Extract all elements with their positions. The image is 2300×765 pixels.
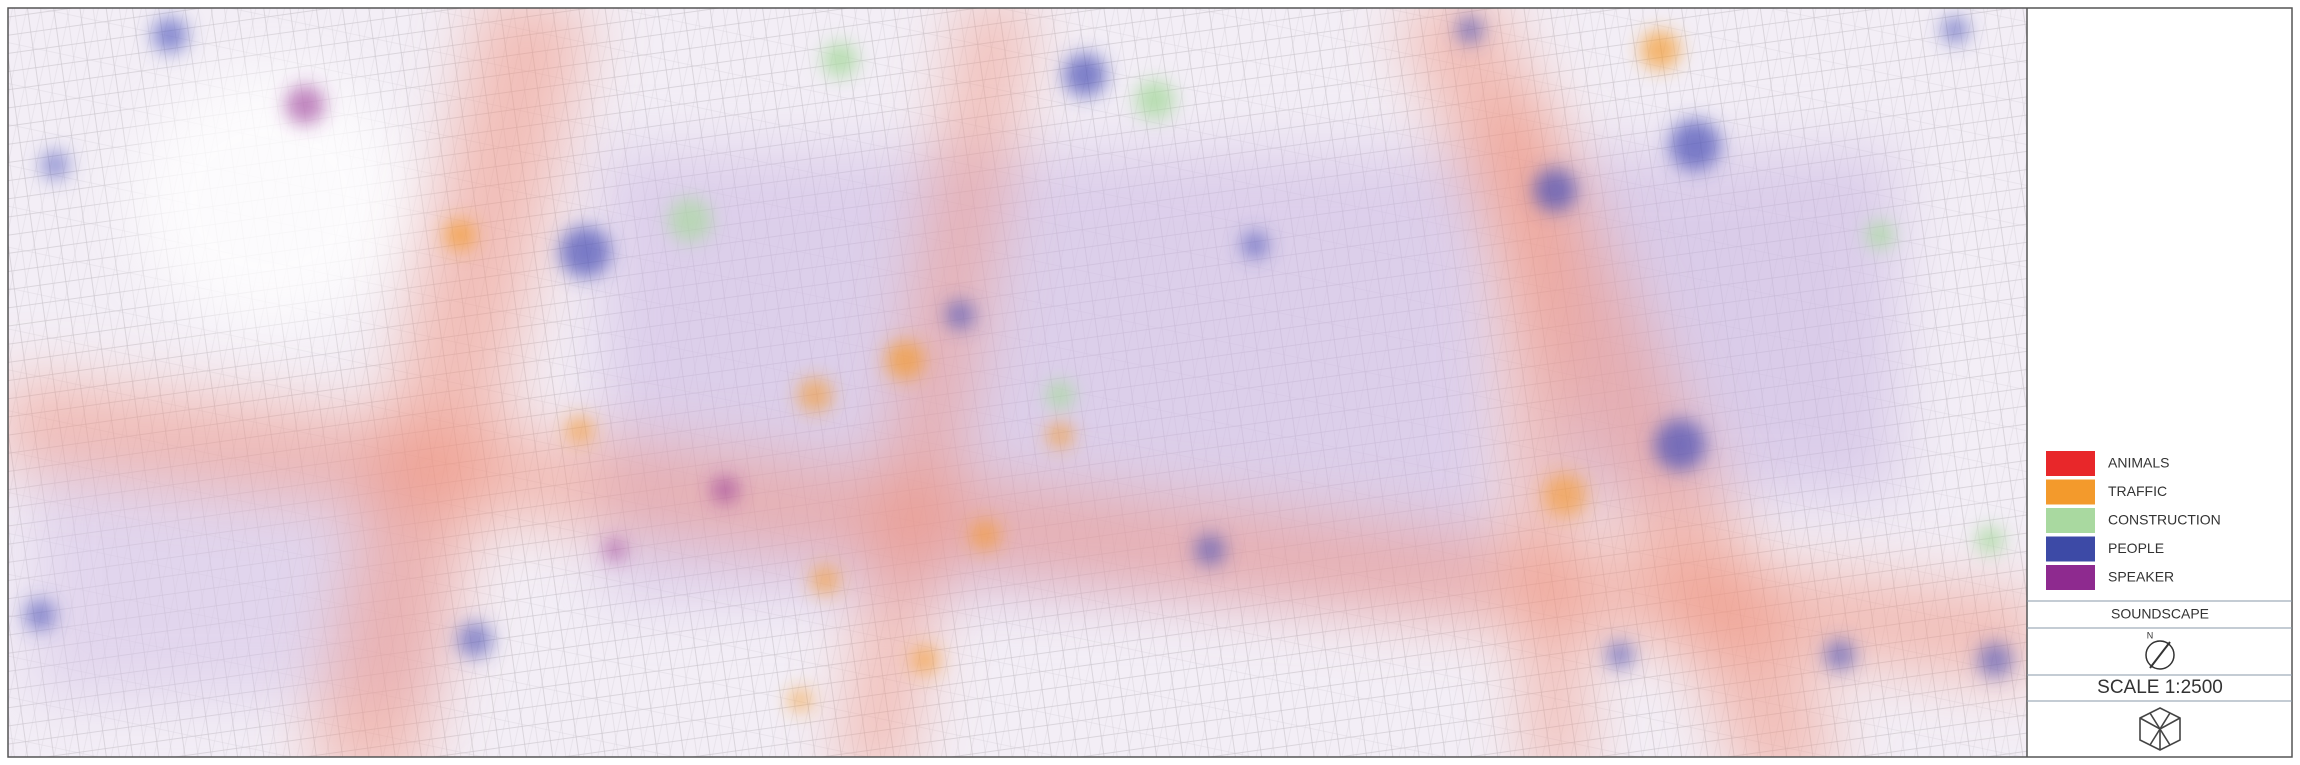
sound-sources	[24, 16, 2013, 712]
panel-rules	[2027, 600, 2292, 702]
traffic-corridors	[8, 8, 2027, 757]
map	[8, 8, 2027, 757]
legend-swatch	[2046, 565, 2095, 590]
legend-swatch	[2046, 508, 2095, 533]
north-label: N	[2147, 630, 2154, 640]
legend: ANIMALS TRAFFIC CONSTRUCTION PEOPLE SPEAKER	[2046, 451, 2221, 590]
legend-label: TRAFFIC	[2108, 483, 2167, 499]
legend-swatch	[2046, 536, 2095, 562]
legend-label: PEOPLE	[2108, 540, 2164, 556]
legend-label: ANIMALS	[2108, 455, 2169, 471]
legend-label: CONSTRUCTION	[2108, 512, 2221, 528]
legend-swatch	[2046, 479, 2095, 505]
legend-swatch	[2046, 451, 2095, 476]
legend-label: SPEAKER	[2108, 569, 2174, 585]
logo	[2139, 707, 2181, 751]
sheet-title: SOUNDSCAPE	[2111, 606, 2209, 622]
scale-label: SCALE 1:2500	[2097, 677, 2223, 698]
north-arrow: N	[2145, 630, 2175, 670]
sheet-border	[7, 7, 2293, 758]
